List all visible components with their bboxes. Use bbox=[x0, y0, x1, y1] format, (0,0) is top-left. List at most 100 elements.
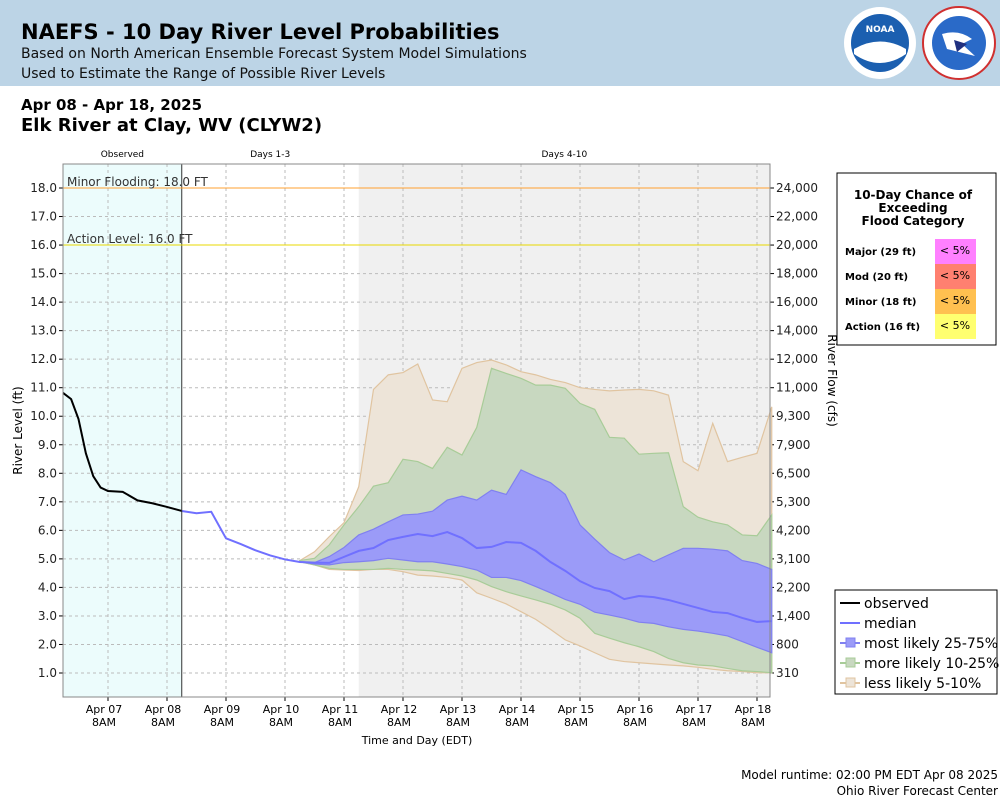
date-range: Apr 08 - Apr 18, 2025 bbox=[21, 96, 203, 114]
flood-chance-cell bbox=[935, 314, 976, 339]
xtick-label: 8AM bbox=[682, 716, 706, 729]
ytick-label: 4.0 bbox=[38, 580, 57, 594]
nws-logo bbox=[922, 6, 996, 80]
legend-label: less likely 5-10% bbox=[864, 676, 981, 692]
xtick-label: 8AM bbox=[328, 716, 352, 729]
forecast-center: Ohio River Forecast Center bbox=[836, 784, 998, 798]
xtick-label: Apr 08 bbox=[145, 703, 182, 716]
legend-marker bbox=[845, 657, 856, 668]
legend-label: median bbox=[864, 616, 916, 632]
ytick-right-label: 2,200 bbox=[776, 580, 810, 594]
xtick-label: Apr 09 bbox=[204, 703, 241, 716]
legend-label: more likely 10-25% bbox=[864, 656, 999, 672]
ytick-right-label: 24,000 bbox=[776, 181, 818, 195]
ytick-label: 12.0 bbox=[30, 352, 57, 366]
ytick-right-label: 18,000 bbox=[776, 267, 818, 281]
flood-table-title: Flood Category bbox=[862, 214, 965, 228]
band-25-75% bbox=[299, 469, 773, 654]
xtick-label: Apr 15 bbox=[558, 703, 595, 716]
ytick-right-label: 11,000 bbox=[776, 381, 818, 395]
ytick-label: 16.0 bbox=[30, 238, 57, 252]
period-label: Days 4-10 bbox=[542, 150, 588, 160]
ytick-label: 8.0 bbox=[38, 466, 57, 480]
ytick-label: 17.0 bbox=[30, 210, 57, 224]
threshold-label: Action Level: 16.0 FT bbox=[67, 232, 193, 246]
flood-chance-cell bbox=[935, 239, 976, 264]
ytick-label: 14.0 bbox=[30, 295, 57, 309]
legend-label: observed bbox=[864, 596, 929, 612]
page-title: NAEFS - 10 Day River Level Probabilities bbox=[21, 20, 500, 44]
legend-marker bbox=[845, 677, 856, 688]
ytick-right-label: 20,000 bbox=[776, 238, 818, 252]
flood-category-label: Action (16 ft) bbox=[845, 322, 920, 333]
xtick-label: Apr 17 bbox=[676, 703, 713, 716]
location-title: Elk River at Clay, WV (CLYW2) bbox=[21, 115, 323, 136]
ytick-right-label: 9,300 bbox=[776, 409, 810, 423]
ytick-right-label: 800 bbox=[776, 637, 799, 651]
ytick-label: 5.0 bbox=[38, 552, 57, 566]
xtick-label: 8AM bbox=[210, 716, 234, 729]
flood-chance-value: < 5% bbox=[940, 319, 970, 332]
flood-chance-cell bbox=[935, 264, 976, 289]
flood-category-label: Mod (20 ft) bbox=[845, 272, 908, 283]
ytick-right-label: 1,400 bbox=[776, 609, 810, 623]
xtick-label: Apr 13 bbox=[440, 703, 477, 716]
threshold-label: Minor Flooding: 18.0 FT bbox=[67, 175, 209, 189]
ytick-right-label: 310 bbox=[776, 666, 799, 680]
y-axis-right-label: River Flow (cfs) bbox=[825, 334, 839, 427]
observed-region bbox=[63, 164, 182, 697]
flood-table-title: 10-Day Chance of bbox=[854, 188, 973, 202]
xtick-label: Apr 07 bbox=[86, 703, 123, 716]
river-level-chart: Observed Days 1-3 Days 4-10 1.0 2.0 3.0 4.0 5.0… bbox=[11, 150, 999, 747]
xtick-label: 8AM bbox=[741, 716, 765, 729]
noaa-logo: NOAA bbox=[844, 7, 916, 79]
ytick-label: 15.0 bbox=[30, 267, 57, 281]
ytick-right-label: 3,100 bbox=[776, 552, 810, 566]
ytick-label: 11.0 bbox=[30, 381, 57, 395]
flood-chance-cell bbox=[935, 289, 976, 314]
y-axis-label: River Level (ft) bbox=[11, 386, 25, 474]
xtick-label: Apr 16 bbox=[617, 703, 654, 716]
subtitle: Based on North American Ensemble Forecas… bbox=[21, 46, 527, 62]
period-label: Days 1-3 bbox=[250, 150, 290, 160]
flood-category-label: Minor (18 ft) bbox=[845, 297, 916, 308]
xtick-label: 8AM bbox=[269, 716, 293, 729]
flood-chance-value: < 5% bbox=[940, 294, 970, 307]
period-label: Observed bbox=[101, 150, 144, 160]
xtick-label: Apr 18 bbox=[735, 703, 772, 716]
legend-marker bbox=[845, 637, 856, 648]
xtick-label: Apr 12 bbox=[381, 703, 418, 716]
subtitle: Used to Estimate the Range of Possible R… bbox=[21, 66, 386, 82]
x-axis-label: Time and Day (EDT) bbox=[361, 734, 473, 747]
legend-label: most likely 25-75% bbox=[864, 636, 998, 652]
ytick-label: 1.0 bbox=[38, 666, 57, 680]
ytick-right-label: 22,000 bbox=[776, 210, 818, 224]
ytick-label: 3.0 bbox=[38, 609, 57, 623]
xtick-label: Apr 10 bbox=[263, 703, 300, 716]
agency-logos: NOAA bbox=[844, 6, 996, 80]
ytick-label: 13.0 bbox=[30, 324, 57, 338]
median-line bbox=[181, 509, 772, 623]
ytick-right-label: 5,300 bbox=[776, 495, 810, 509]
xtick-label: Apr 11 bbox=[322, 703, 359, 716]
ytick-label: 2.0 bbox=[38, 637, 57, 651]
ytick-label: 10.0 bbox=[30, 409, 57, 423]
ytick-right-label: 14,000 bbox=[776, 324, 818, 338]
legend bbox=[834, 589, 998, 695]
xtick-label: 8AM bbox=[623, 716, 647, 729]
flood-table-title: Exceeding bbox=[878, 201, 947, 215]
ytick-label: 18.0 bbox=[30, 181, 57, 195]
ytick-right-label: 4,200 bbox=[776, 523, 810, 537]
model-runtime: Model runtime: 02:00 PM EDT Apr 08 2025 bbox=[741, 768, 998, 782]
flood-category-label: Major (29 ft) bbox=[845, 247, 916, 258]
svg-text:NOAA: NOAA bbox=[866, 25, 895, 35]
ytick-right-label: 16,000 bbox=[776, 295, 818, 309]
flood-chance-value: < 5% bbox=[940, 244, 970, 257]
xtick-label: 8AM bbox=[92, 716, 116, 729]
ytick-label: 6.0 bbox=[38, 523, 57, 537]
xtick-label: 8AM bbox=[446, 716, 470, 729]
ytick-label: 9.0 bbox=[38, 438, 57, 452]
xtick-label: 8AM bbox=[564, 716, 588, 729]
ytick-right-label: 6,500 bbox=[776, 466, 810, 480]
plot-border bbox=[62, 163, 771, 698]
